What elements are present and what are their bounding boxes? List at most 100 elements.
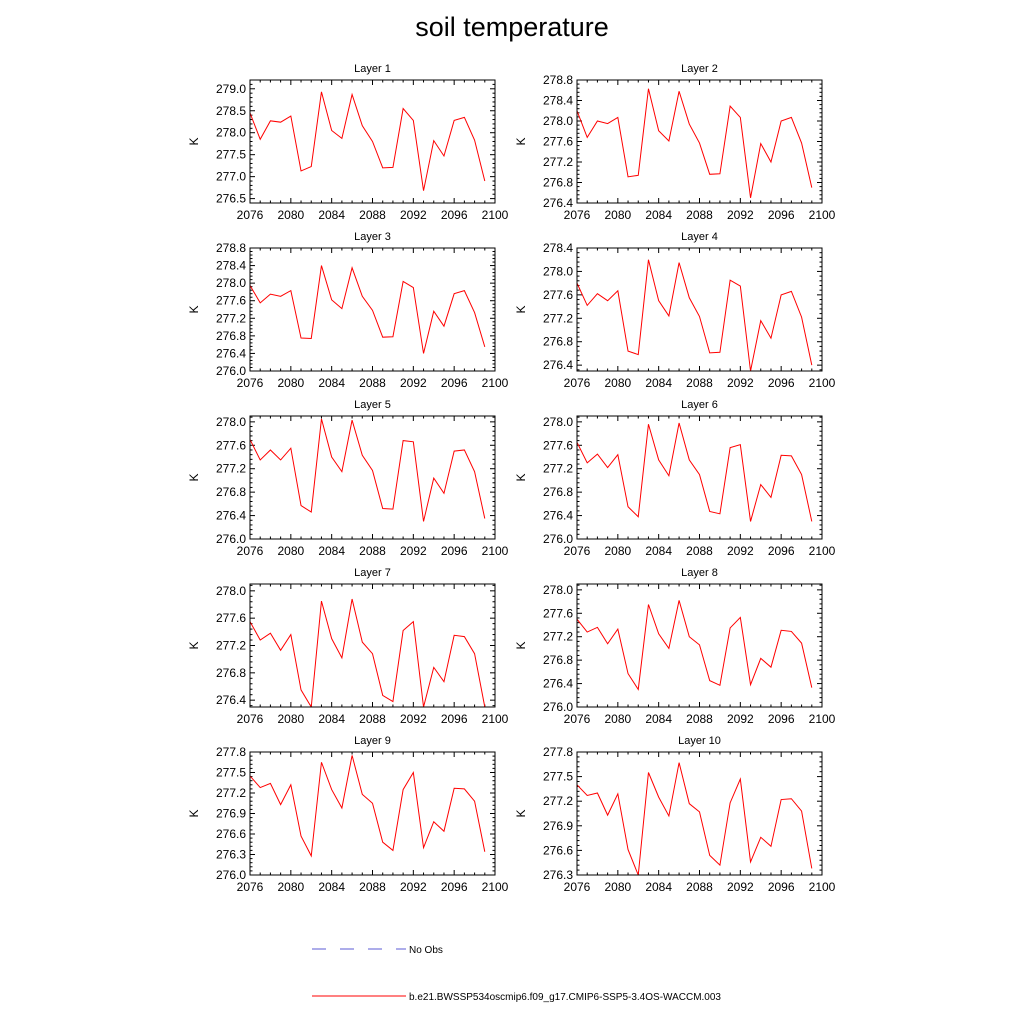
y-axis-label: K: [514, 641, 528, 649]
x-tick-label: 2084: [645, 208, 672, 222]
x-tick-label: 2084: [318, 880, 345, 894]
y-tick-label: 277.2: [543, 794, 573, 808]
y-tick-label: 277.2: [543, 311, 573, 325]
y-tick-label: 276.4: [216, 693, 246, 707]
y-tick-label: 277.6: [543, 606, 573, 620]
panel-title: Layer 2: [681, 63, 718, 75]
x-tick-label: 2092: [727, 376, 754, 390]
legend-label-model: b.e21.BWSSP534oscmip6.f09_g17.CMIP6-SSP5…: [409, 992, 721, 1003]
y-tick-label: 276.4: [216, 509, 246, 523]
y-tick-label: 277.2: [543, 630, 573, 644]
plot-frame: [576, 415, 823, 540]
y-tick-label: 276.6: [216, 827, 246, 841]
y-tick-label: 276.4: [216, 346, 246, 360]
y-tick-label: 277.6: [216, 438, 246, 452]
y-axis-label: K: [514, 473, 528, 481]
y-tick-label: 277.0: [216, 170, 246, 184]
panel-layer-2: Layer 2 K 2076 2080 2084 2088 2092 2096 2100 276.…: [514, 63, 836, 222]
y-tick-label: 278.5: [216, 104, 246, 118]
x-tick-label: 2096: [441, 712, 468, 726]
y-tick-label: 278.0: [216, 126, 246, 140]
series-line-1: [577, 600, 813, 691]
x-tick-label: 2096: [441, 544, 468, 558]
series-line-1: [577, 259, 813, 371]
plot-frame: [576, 247, 823, 372]
plot-frame: [249, 247, 496, 372]
x-tick-label: 2100: [809, 712, 836, 726]
series-line-1: [250, 598, 486, 707]
x-tick-label: 2092: [400, 376, 427, 390]
y-tick-label: 277.2: [216, 639, 246, 653]
x-tick-label: 2092: [727, 544, 754, 558]
y-axis-label: K: [187, 809, 201, 817]
x-tick-label: 2100: [482, 376, 509, 390]
x-tick-label: 2092: [727, 880, 754, 894]
x-tick-label: 2084: [318, 712, 345, 726]
plot-frame: [576, 751, 823, 876]
y-tick-label: 276.0: [216, 364, 246, 378]
y-tick-label: 277.2: [543, 155, 573, 169]
x-tick-label: 2076: [564, 208, 591, 222]
y-tick-label: 276.6: [543, 843, 573, 857]
x-tick-label: 2088: [359, 880, 386, 894]
y-tick-label: 276.9: [216, 807, 246, 821]
y-tick-label: 276.8: [543, 335, 573, 349]
x-tick-label: 2084: [645, 376, 672, 390]
x-tick-label: 2080: [604, 712, 631, 726]
y-axis-label: K: [187, 305, 201, 313]
x-tick-label: 2096: [768, 208, 795, 222]
x-tick-label: 2092: [400, 208, 427, 222]
y-tick-label: 276.8: [216, 485, 246, 499]
y-tick-label: 278.4: [216, 259, 246, 273]
x-tick-label: 2076: [237, 208, 264, 222]
y-tick-label: 276.8: [543, 485, 573, 499]
y-tick-label: 276.4: [543, 509, 573, 523]
y-axis-label: K: [514, 809, 528, 817]
plot-frame: [249, 415, 496, 540]
y-tick-label: 276.4: [543, 196, 573, 210]
y-tick-label: 277.6: [543, 438, 573, 452]
x-tick-label: 2080: [604, 376, 631, 390]
x-tick-label: 2100: [809, 544, 836, 558]
x-tick-label: 2076: [237, 880, 264, 894]
panel-layer-6: Layer 6 K 2076 2080 2084 2088 2092 2096 2100 276.…: [514, 399, 836, 558]
y-tick-label: 277.6: [543, 135, 573, 149]
x-tick-label: 2080: [604, 208, 631, 222]
x-tick-label: 2096: [441, 208, 468, 222]
x-tick-label: 2076: [564, 376, 591, 390]
panel-title: Layer 9: [354, 735, 391, 747]
x-tick-label: 2088: [686, 376, 713, 390]
y-tick-label: 277.2: [543, 462, 573, 476]
plot-frame: [576, 583, 823, 708]
x-tick-label: 2096: [768, 376, 795, 390]
x-tick-label: 2092: [400, 712, 427, 726]
x-tick-label: 2080: [277, 712, 304, 726]
y-tick-label: 276.9: [543, 819, 573, 833]
x-tick-label: 2096: [768, 880, 795, 894]
y-axis-label: K: [187, 473, 201, 481]
x-tick-label: 2088: [686, 880, 713, 894]
y-axis-label: K: [187, 641, 201, 649]
plot-frame: [249, 583, 496, 708]
series-line-1: [577, 88, 813, 198]
y-tick-label: 278.0: [543, 415, 573, 429]
y-tick-label: 276.8: [543, 653, 573, 667]
y-tick-label: 277.6: [543, 288, 573, 302]
figure-title: soil temperature: [415, 12, 609, 42]
panel-layer-10: Layer 10 K 2076 2080 2084 2088 2092 2096 2100 276…: [514, 735, 836, 894]
x-tick-label: 2096: [768, 712, 795, 726]
y-tick-label: 277.5: [543, 770, 573, 784]
panels-group: Layer 1 K 2076 2080 2084 2088 2092 2096 2100 276.…: [187, 63, 836, 894]
x-tick-label: 2076: [237, 376, 264, 390]
x-tick-label: 2076: [564, 544, 591, 558]
panel-title: Layer 8: [681, 567, 718, 579]
series-line-1: [250, 755, 486, 858]
x-tick-label: 2080: [604, 880, 631, 894]
panel-title: Layer 10: [678, 735, 721, 747]
panel-title: Layer 3: [354, 231, 391, 243]
panel-layer-5: Layer 5 K 2076 2080 2084 2088 2092 2096 2100 276.…: [187, 399, 509, 558]
x-tick-label: 2080: [604, 544, 631, 558]
y-tick-label: 278.0: [543, 114, 573, 128]
y-tick-label: 276.8: [216, 666, 246, 680]
